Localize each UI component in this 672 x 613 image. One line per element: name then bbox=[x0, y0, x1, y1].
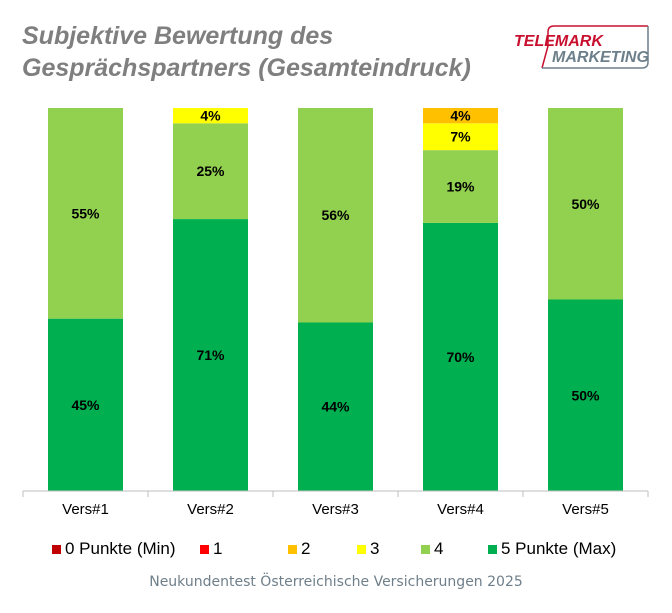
bar-segment bbox=[48, 318, 123, 491]
bar-segment bbox=[423, 123, 498, 151]
data-label: 50% bbox=[571, 387, 600, 403]
legend-label: 2 bbox=[301, 539, 311, 558]
logo-frame-top bbox=[541, 25, 648, 69]
legend: 0 Punkte (Min) 1 2 3 4 5 Punkte (Max) bbox=[0, 539, 672, 561]
data-label: 45% bbox=[71, 397, 100, 413]
legend-label: 4 bbox=[434, 539, 444, 558]
title-line-1: Subjektive Bewertung des bbox=[22, 22, 334, 50]
x-tick-label: Vers#1 bbox=[62, 501, 109, 518]
x-tick-label: Vers#3 bbox=[312, 501, 359, 518]
bar-segment bbox=[423, 108, 498, 124]
logo-text-2: MARKETING bbox=[552, 49, 649, 66]
data-label: 25% bbox=[196, 163, 225, 179]
chart-title: Subjektive Bewertung des Gesprächspartne… bbox=[22, 20, 471, 84]
data-label: 4% bbox=[200, 108, 221, 124]
legend-label: 0 Punkte (Min) bbox=[65, 539, 176, 558]
legend-item: 5 Punkte (Max) bbox=[488, 539, 616, 559]
data-label: 44% bbox=[321, 399, 350, 415]
legend-swatch bbox=[52, 544, 61, 554]
x-tick-label: Vers#2 bbox=[187, 501, 234, 518]
legend-swatch bbox=[421, 544, 430, 554]
bar-segment bbox=[173, 123, 248, 220]
bar-segment bbox=[548, 299, 623, 491]
legend-label: 1 bbox=[213, 539, 223, 558]
data-label: 71% bbox=[196, 347, 225, 363]
footer-text: Neukundentest Österreichische Versicheru… bbox=[149, 574, 523, 590]
bar-segment bbox=[298, 322, 373, 491]
telemark-marketing-logo: TELEMARK MARKETING bbox=[514, 25, 649, 69]
data-label: 70% bbox=[446, 349, 475, 365]
bar-segment bbox=[173, 219, 248, 491]
data-label: 19% bbox=[446, 179, 475, 195]
legend-item: 1 bbox=[200, 539, 222, 559]
legend-item: 2 bbox=[288, 539, 310, 559]
bar-segment bbox=[48, 108, 123, 319]
data-label: 55% bbox=[71, 205, 100, 221]
x-tick-label: Vers#5 bbox=[562, 501, 609, 518]
legend-label: 5 Punkte (Max) bbox=[501, 539, 617, 558]
legend-item: 3 bbox=[357, 539, 379, 559]
stacked-bar-chart: 45% 55% Vers#1 71% 25% 4% Vers#2 44% 56% Vers#3 70… bbox=[22, 108, 649, 518]
legend-swatch bbox=[288, 544, 297, 554]
bar-segment bbox=[423, 222, 498, 491]
x-tick-label: Vers#4 bbox=[437, 501, 484, 518]
data-label: 56% bbox=[321, 207, 350, 223]
legend-swatch bbox=[357, 544, 366, 554]
logo-text-1: TELEMARK bbox=[514, 33, 604, 50]
legend-item: 0 Punkte (Min) bbox=[52, 539, 176, 559]
legend-item: 4 bbox=[421, 539, 443, 559]
data-label: 50% bbox=[571, 196, 600, 212]
bar-segment bbox=[423, 150, 498, 223]
bar-segment bbox=[298, 108, 373, 323]
data-label: 7% bbox=[450, 129, 471, 145]
bar-segment bbox=[548, 108, 623, 300]
legend-swatch bbox=[488, 544, 497, 554]
data-label: 4% bbox=[450, 108, 471, 124]
legend-label: 3 bbox=[370, 539, 380, 558]
logo-frame-bottom bbox=[542, 26, 649, 69]
legend-swatch bbox=[200, 544, 209, 554]
bar-segment bbox=[173, 108, 248, 124]
title-line-2: Gesprächspartners (Gesamteindruck) bbox=[22, 54, 471, 82]
